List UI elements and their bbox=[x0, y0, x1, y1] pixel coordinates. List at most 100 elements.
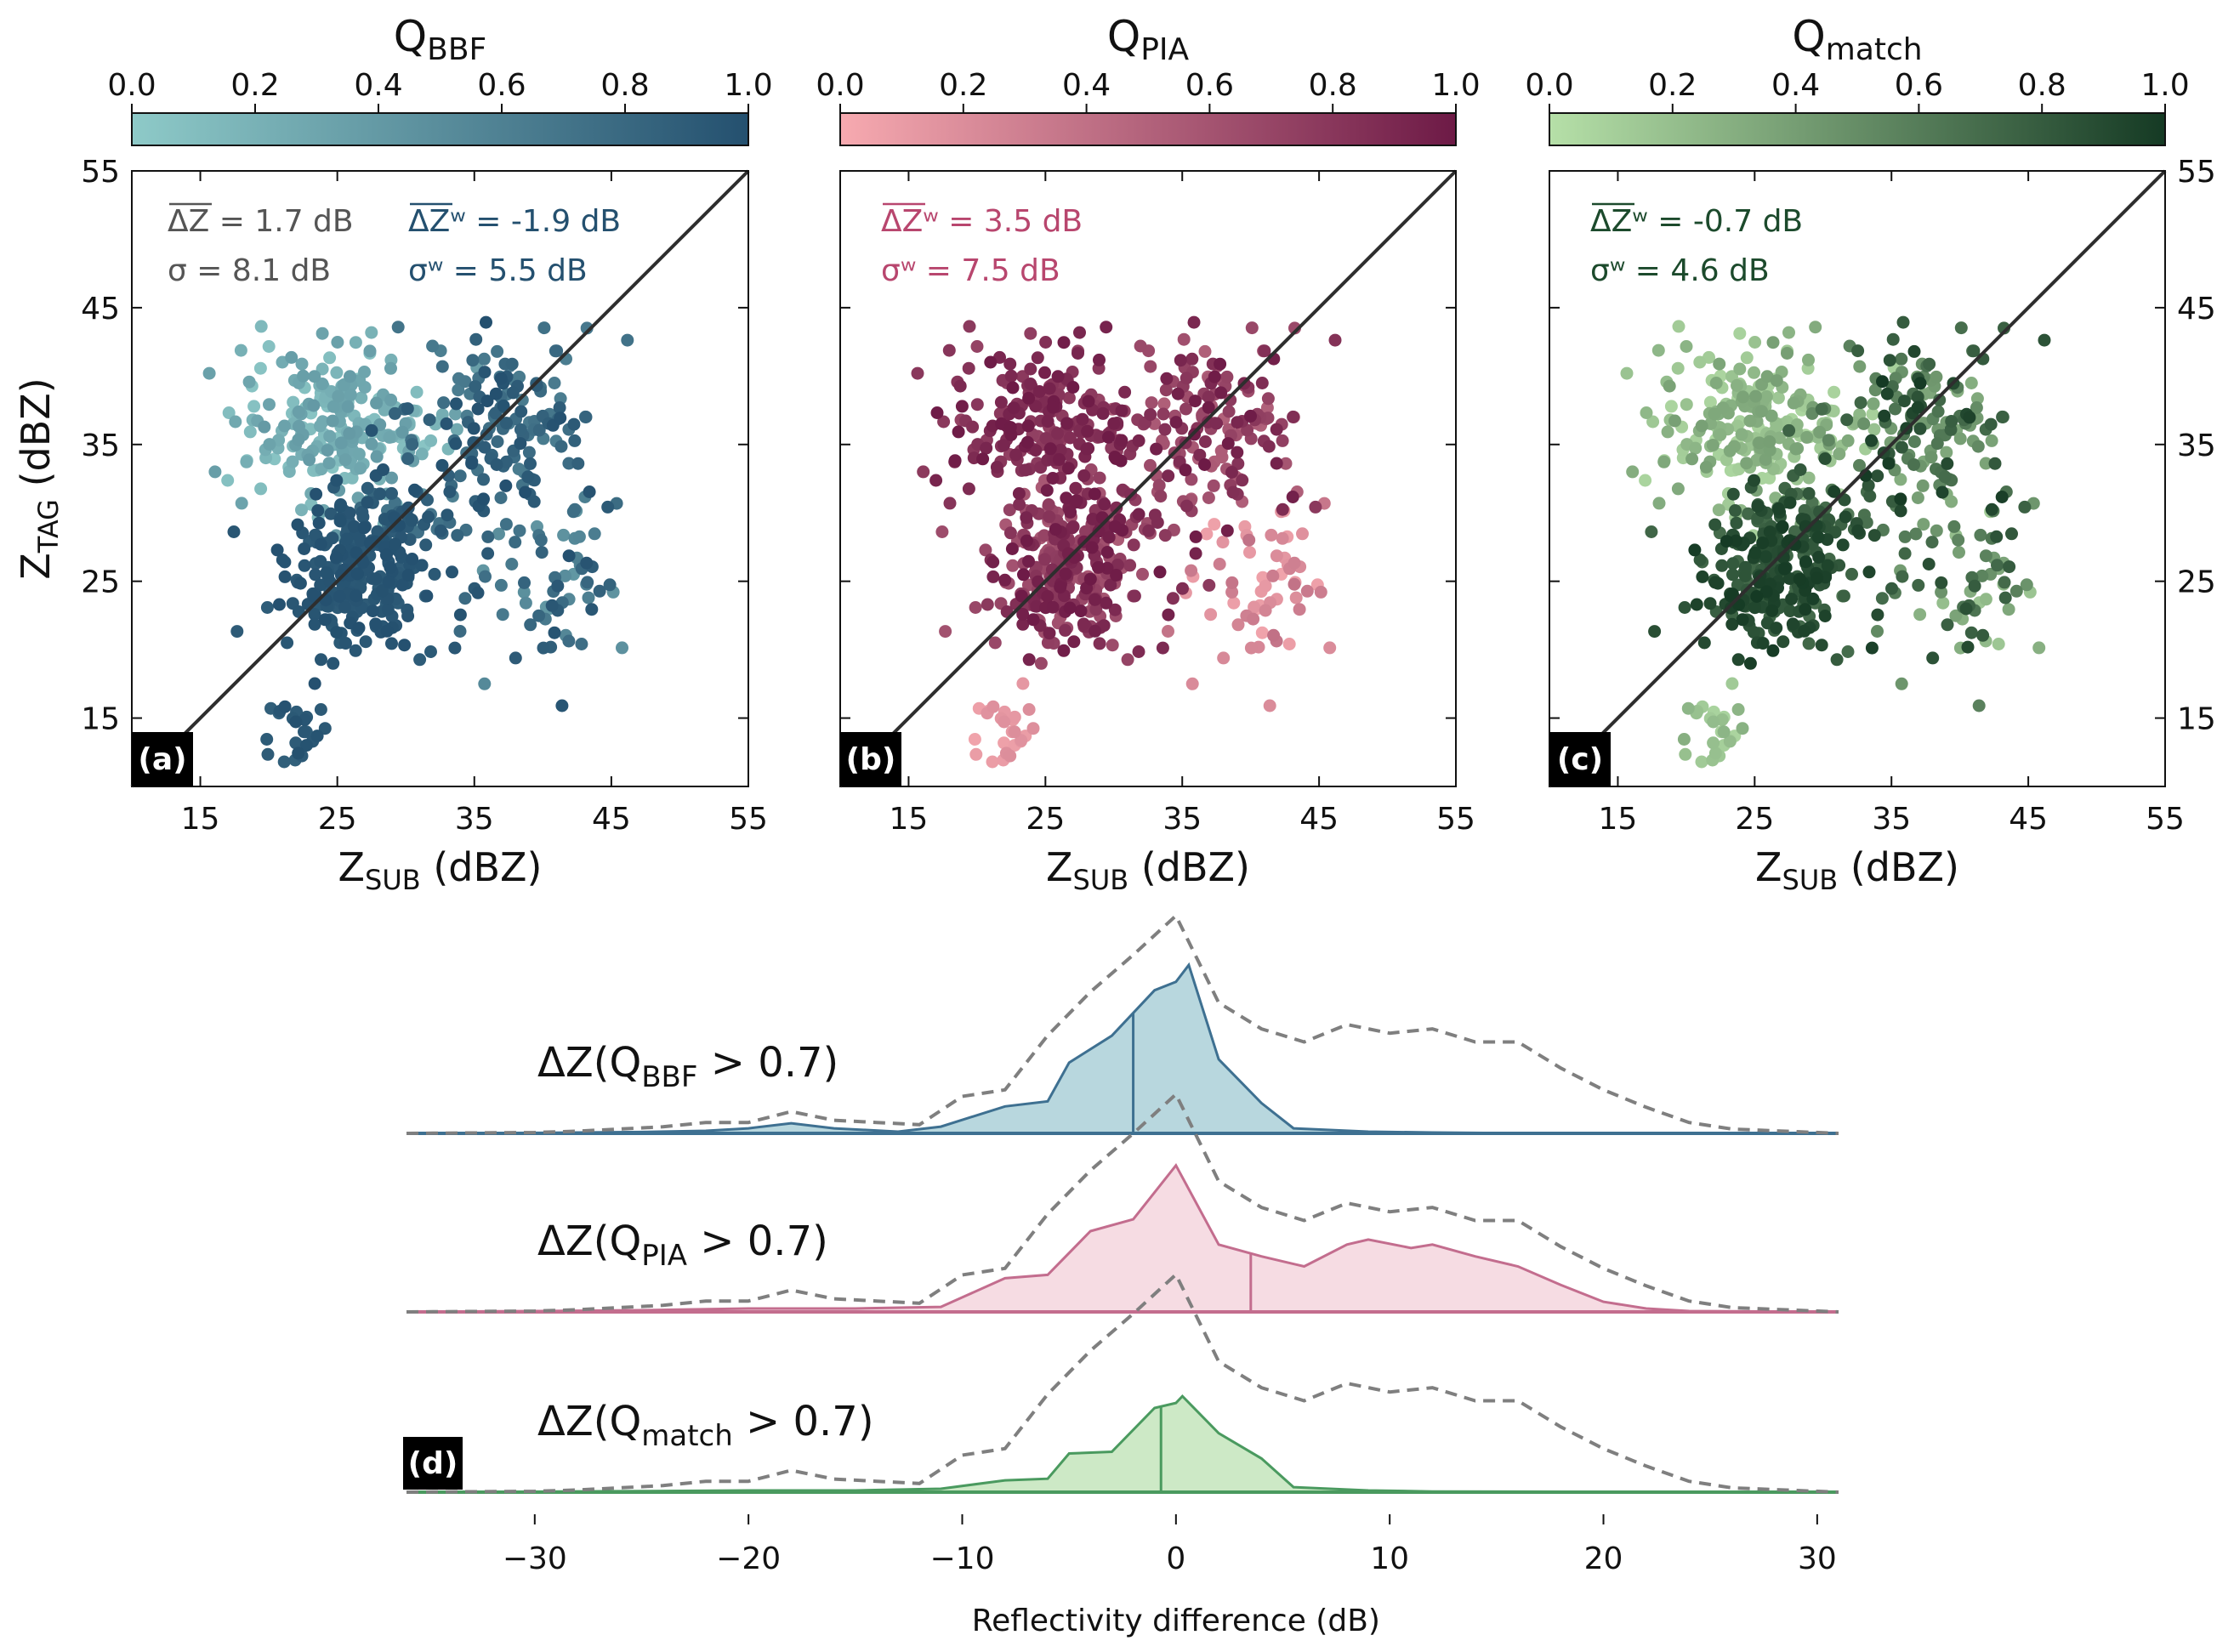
scatter-point bbox=[222, 406, 236, 419]
scatter-point bbox=[287, 395, 300, 409]
scatter-point bbox=[1930, 524, 1943, 537]
scatter-point bbox=[2038, 333, 2051, 347]
scatter-point bbox=[519, 596, 532, 610]
scatter-point bbox=[1089, 624, 1102, 638]
colorbar-tick-label: 0.0 bbox=[107, 68, 156, 103]
scatter-point bbox=[370, 396, 384, 410]
scatter-point bbox=[1945, 495, 1958, 508]
scatter-point bbox=[579, 411, 593, 423]
scatter-point bbox=[309, 568, 322, 582]
scatter-point bbox=[333, 514, 347, 528]
scatter-point bbox=[1127, 538, 1140, 552]
scatter-point bbox=[423, 413, 436, 427]
scatter-point bbox=[1668, 414, 1681, 428]
colorbar-title: Qmatch bbox=[1792, 12, 1922, 67]
scatter-point bbox=[1059, 567, 1072, 581]
scatter-point bbox=[1755, 405, 1768, 418]
scatter-point bbox=[1789, 442, 1803, 456]
y-tick-label: 55 bbox=[2177, 155, 2216, 190]
scatter-point bbox=[1210, 417, 1224, 430]
scatter-point bbox=[1169, 416, 1183, 429]
scatter-point bbox=[1043, 510, 1056, 524]
scatter-point bbox=[969, 747, 983, 761]
scatter-point bbox=[388, 406, 401, 420]
scatter-point bbox=[1730, 516, 1743, 530]
scatter-point bbox=[295, 357, 309, 371]
scatter-point bbox=[1707, 736, 1720, 750]
scatter-point bbox=[1300, 584, 1314, 598]
scatter-point bbox=[1760, 370, 1774, 383]
scatter-point bbox=[1703, 395, 1717, 409]
scatter-point bbox=[1699, 460, 1713, 474]
scatter-point bbox=[1136, 567, 1149, 581]
scatter-point bbox=[291, 518, 304, 531]
scatter-point bbox=[1158, 529, 1172, 542]
scatter-point bbox=[1156, 641, 1169, 655]
scatter-point bbox=[247, 400, 261, 413]
scatter-point bbox=[1708, 518, 1722, 531]
scatter-point bbox=[1787, 396, 1800, 410]
scatter-point bbox=[281, 636, 294, 650]
scatter-point bbox=[1100, 596, 1113, 610]
scatter-point bbox=[458, 375, 472, 389]
scatter-point bbox=[1841, 645, 1855, 658]
scatter-point bbox=[415, 559, 429, 572]
scatter-point bbox=[1907, 458, 1920, 471]
scatter-point bbox=[1737, 390, 1750, 404]
scatter-point bbox=[253, 361, 267, 375]
scatter-point bbox=[1996, 411, 2009, 423]
scatter-point bbox=[391, 321, 405, 334]
scatter-point bbox=[1049, 523, 1062, 536]
scatter-point bbox=[1088, 487, 1101, 501]
scatter-point bbox=[1731, 378, 1743, 392]
scatter-point bbox=[1898, 530, 1912, 543]
scatter-point bbox=[1815, 402, 1828, 416]
scatter-point bbox=[494, 491, 508, 504]
scatter-point bbox=[318, 613, 332, 627]
scatter-point bbox=[979, 543, 992, 557]
scatter-point bbox=[349, 644, 362, 657]
scatter-point bbox=[1811, 531, 1825, 544]
scatter-point bbox=[1911, 491, 1924, 504]
scatter-point bbox=[911, 366, 924, 380]
scatter-panel-1: 0.0 0.2 0.4 0.6 0.8 1.0 QBBF 15 25 35 45 55 15 25 35 45… bbox=[13, 12, 773, 896]
scatter-point bbox=[1039, 336, 1053, 349]
scatter-point bbox=[1840, 413, 1854, 427]
scatter-point bbox=[1802, 486, 1816, 500]
scatter-point bbox=[1871, 608, 1884, 622]
scatter-point bbox=[2032, 641, 2046, 655]
scatter-point bbox=[352, 447, 366, 461]
scatter-point bbox=[1081, 424, 1094, 438]
scatter-point bbox=[1799, 603, 1812, 616]
scatter-point bbox=[1022, 554, 1035, 568]
scatter-point bbox=[1954, 321, 1968, 335]
scatter-point bbox=[1735, 428, 1748, 441]
scatter-point bbox=[1150, 442, 1163, 456]
scatter-point bbox=[401, 610, 415, 622]
scatter-point bbox=[358, 366, 371, 378]
scatter-point bbox=[369, 572, 383, 586]
scatter-point bbox=[555, 699, 569, 712]
x-tick-label: −20 bbox=[716, 1541, 781, 1576]
scatter-point bbox=[490, 458, 503, 471]
scatter-point bbox=[320, 566, 333, 580]
scatter-point bbox=[567, 417, 581, 431]
scatter-point bbox=[254, 320, 268, 333]
scatter-point bbox=[969, 601, 982, 614]
scatter-point bbox=[1885, 582, 1898, 595]
scatter-point bbox=[1786, 617, 1799, 631]
scatter-point bbox=[408, 483, 421, 497]
scatter-point bbox=[1158, 423, 1172, 436]
scatter-point bbox=[1037, 529, 1051, 542]
scatter-point bbox=[453, 608, 467, 622]
scatter-point bbox=[1217, 651, 1231, 665]
scatter-point bbox=[1776, 635, 1790, 649]
scatter-point bbox=[334, 436, 348, 450]
scatter-point bbox=[1132, 508, 1145, 521]
scatter-point bbox=[1646, 415, 1660, 429]
scatter-point bbox=[1051, 370, 1065, 383]
scatter-point bbox=[966, 420, 980, 434]
scatter-point bbox=[289, 736, 303, 750]
scatter-point bbox=[434, 524, 447, 537]
scatter-point bbox=[1106, 639, 1119, 652]
